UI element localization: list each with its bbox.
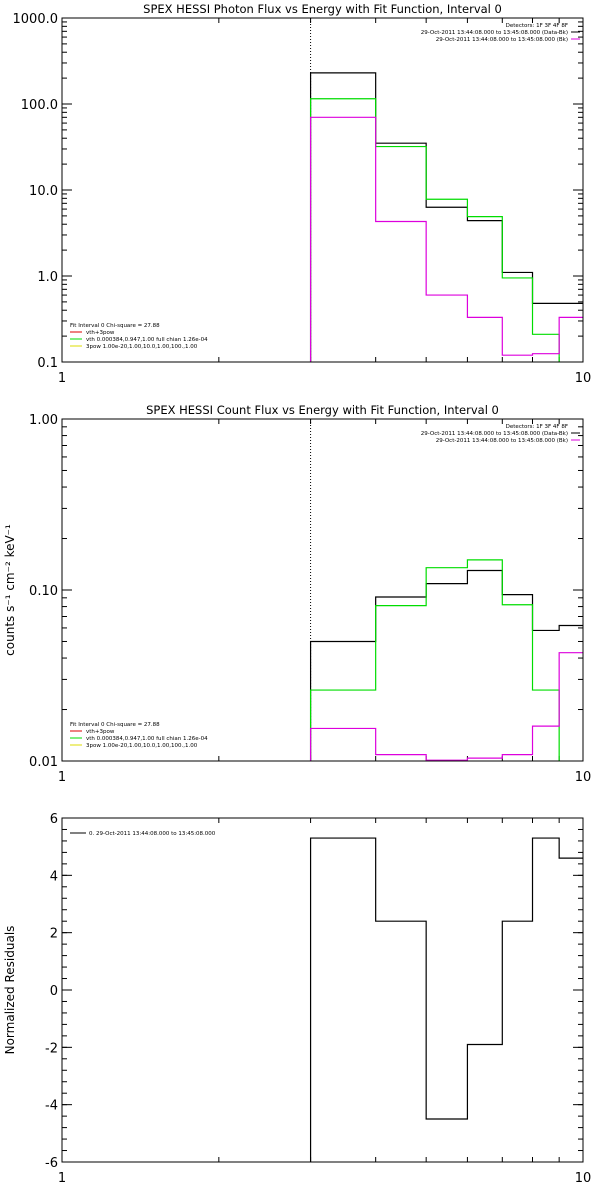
data-layer [311,73,583,422]
y-tick-label: 1.0 [37,270,58,285]
plot-frame [62,419,583,761]
y-tick-label: -6 [45,1156,58,1171]
legend-entry: 0. 29-Oct-2011 13:44:08.000 to 13:45:08.… [89,831,216,837]
y-tick-label: 0.01 [29,755,58,770]
fit-legend-title: Fit Interval 0 Chi-square = 27.88 [70,722,160,728]
legend-detectors: Detectors: 1F 3F 4F 8F [506,424,568,430]
legend-entry: 29-Oct-2011 13:44:08.000 to 13:45:08.000… [421,30,568,36]
chart-title: SPEX HESSI Photon Flux vs Energy with Fi… [143,2,502,16]
fit-legend-entry: 3pow 1.00e-20,1.00,10.0,1.00,100.,1.00 [86,743,198,749]
series-line-3 [311,653,583,761]
y-tick-label: 6 [50,812,58,827]
fit-legend-entry: vth 0.000384,0.947,1.00 full chian 1.26e… [86,337,208,343]
fit-legend-entry: vth 0.000384,0.947,1.00 full chian 1.26e… [86,736,208,742]
series-line-2 [311,560,583,829]
series-line-2 [311,99,583,422]
chart-panel-3: 1 10 -6 -4 -2 0 2 4 6 Normalized Residuals 0. 29-O… [3,812,591,1186]
y-tick-label: -2 [45,1041,58,1056]
series-line-1 [311,571,583,761]
legend-entry: 29-Oct-2011 13:44:08.000 to 13:45:08.000… [421,431,568,437]
y-tick-label: 0.1 [37,356,58,371]
y-tick-label: 10.0 [29,184,58,199]
x-tick-label: 1 [58,371,66,386]
y-tick-label: 1000.0 [13,12,59,27]
y-tick-label: 1.00 [29,413,58,428]
legend-entry: 29-Oct-2011 13:44:08.000 to 13:45:08.000… [436,438,568,444]
y-tick-label: 0 [50,984,58,999]
series-line-3 [311,117,583,362]
x-tick-label: 10 [575,1171,592,1186]
legend-detectors: Detectors: 1F 3F 4F 8F [506,23,568,29]
x-tick-label: 1 [58,1171,66,1186]
fit-legend-entry: vth+3pow [86,330,115,336]
series-line-1 [311,838,583,1162]
chart-panel-1: SPEX HESSI Photon Flux vs Energy with Fi… [13,2,592,422]
plot-frame [62,18,583,362]
chart-panel-2: SPEX HESSI Count Flux vs Energy with Fit… [3,403,591,829]
fit-legend-entry: vth+3pow [86,729,115,735]
y-tick-label: 4 [50,869,58,884]
legend-entry: 29-Oct-2011 13:44:08.000 to 13:45:08.000… [436,37,568,43]
plot-frame [62,818,583,1162]
series-line-1 [311,73,583,362]
fit-legend-title: Fit Interval 0 Chi-square = 27.88 [70,323,160,329]
chart-title: SPEX HESSI Count Flux vs Energy with Fit… [146,403,499,417]
data-layer [311,838,583,1162]
fit-legend-entry: 3pow 1.00e-20,1.00,10.0,1.00,100.,1.00 [86,344,198,350]
x-tick-label: 1 [58,770,66,785]
y-tick-label: -4 [45,1099,58,1114]
x-tick-label: 10 [575,770,592,785]
x-tick-label: 10 [575,371,592,386]
y-tick-label: 100.0 [21,98,58,113]
y-axis-label: Normalized Residuals [3,926,17,1055]
y-tick-label: 0.10 [29,584,58,599]
y-tick-label: 2 [50,927,58,942]
data-layer [311,560,583,829]
y-axis-label: counts s⁻¹ cm⁻² keV⁻¹ [3,524,17,656]
